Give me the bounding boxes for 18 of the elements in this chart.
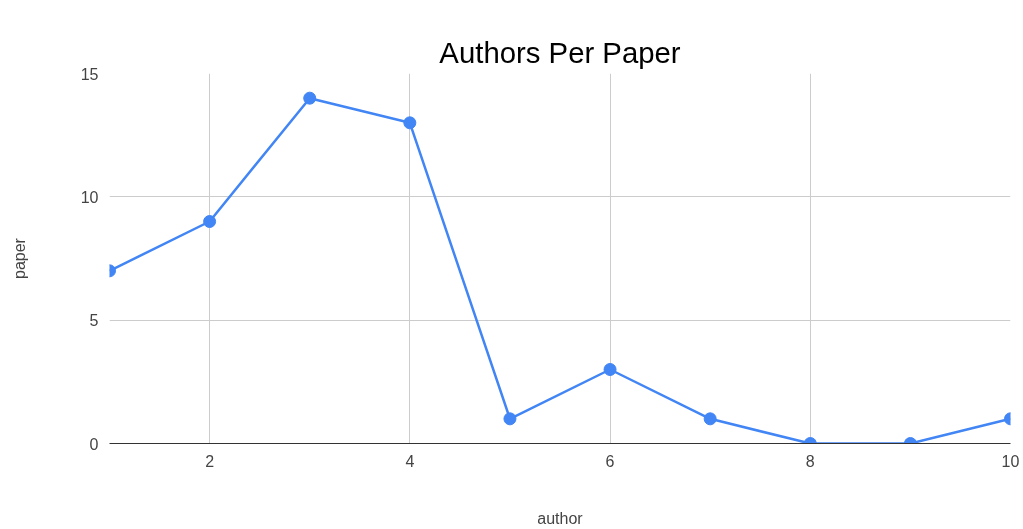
chart-title: Authors Per Paper	[439, 35, 681, 69]
y-tick-label: 5	[89, 312, 99, 330]
x-tick-label: 6	[605, 452, 615, 470]
point	[203, 215, 217, 228]
point	[603, 363, 617, 376]
x-axis-title: author	[537, 509, 584, 527]
x-tick-label: 4	[405, 452, 415, 470]
point	[403, 116, 417, 130]
x-tick-label: 10	[1001, 452, 1020, 470]
point	[503, 412, 517, 426]
x-tick-label: 8	[805, 452, 815, 470]
x-tick-label: 2	[205, 452, 215, 470]
y-tick-label: 10	[80, 188, 99, 206]
y-tick-label: 15	[80, 65, 99, 83]
y-tick-label: 0	[89, 435, 99, 453]
point	[303, 91, 317, 105]
y-axis-title: paper	[10, 237, 28, 279]
point	[703, 412, 717, 426]
